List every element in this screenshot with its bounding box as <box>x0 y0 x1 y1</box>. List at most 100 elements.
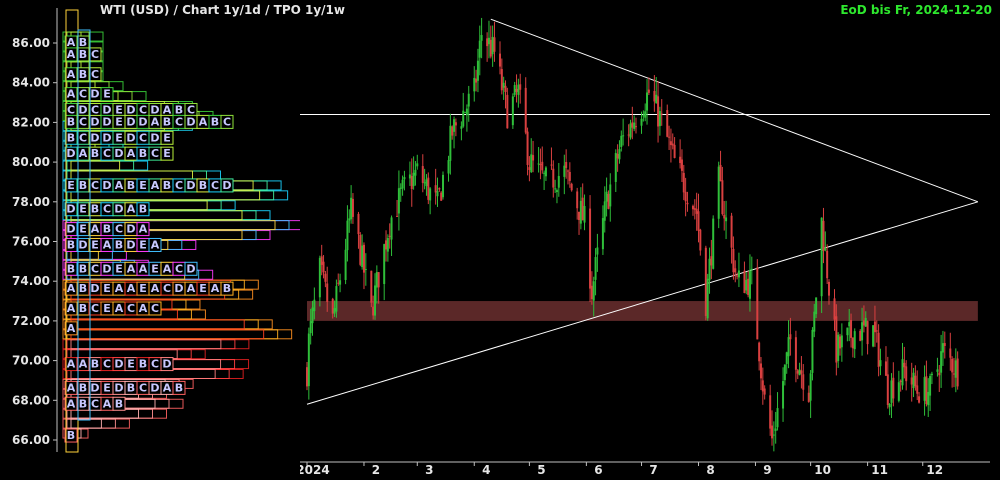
candle-body <box>642 115 645 117</box>
candle-body <box>833 298 836 320</box>
candle-body <box>318 257 321 298</box>
y-tick-label: 76.00 <box>12 235 50 249</box>
candle-body <box>361 245 364 268</box>
candle-body <box>956 358 959 387</box>
tpo-letter: E <box>139 179 147 192</box>
candle-body <box>555 190 558 192</box>
candle-body <box>772 434 775 436</box>
candle-body <box>513 85 516 95</box>
tpo-letter: A <box>79 358 88 371</box>
tpo-letter: C <box>91 262 99 275</box>
candle-body <box>655 94 658 104</box>
tpo-letter: E <box>103 282 111 295</box>
tpo-letter: C <box>151 302 159 315</box>
candle-body <box>622 135 625 137</box>
tpo-letter: C <box>115 223 123 236</box>
tpo-letter: E <box>103 381 111 394</box>
candle-body <box>679 156 682 163</box>
candle-body <box>605 191 608 202</box>
tpo-letter: B <box>139 147 147 160</box>
candle-body <box>616 153 619 159</box>
candle-body <box>861 322 864 341</box>
candle-body <box>826 250 829 279</box>
x-tick-label: 4 <box>482 463 490 477</box>
tpo-letter: C <box>151 147 159 160</box>
candle-body <box>396 215 399 217</box>
tpo-letter: D <box>150 381 159 394</box>
candle-body <box>837 334 840 361</box>
candle-body <box>783 364 786 381</box>
tpo-letter: D <box>114 203 123 216</box>
candle-body <box>375 272 378 288</box>
candle-body <box>601 218 604 250</box>
candle-body <box>557 176 560 188</box>
candle-body <box>653 90 656 102</box>
y-tick-label: 86.00 <box>12 36 50 50</box>
tpo-letter: B <box>79 36 87 49</box>
candle-body <box>453 119 456 132</box>
tpo-letter: B <box>223 282 231 295</box>
candle-body <box>846 327 849 336</box>
candle-body <box>480 35 483 41</box>
candle-body <box>377 272 380 288</box>
tpo-bar <box>62 329 293 340</box>
candle-body <box>438 188 441 190</box>
tpo-letter: B <box>79 68 87 81</box>
candle-body <box>706 278 709 319</box>
tpo-letter: D <box>186 179 195 192</box>
tpo-letter: A <box>163 381 172 394</box>
tpo-cell <box>88 47 102 62</box>
candle-body <box>578 211 581 221</box>
tpo-letter: A <box>127 147 136 160</box>
candle-body <box>822 220 825 251</box>
candle-body <box>938 372 941 376</box>
candle-body <box>618 149 621 160</box>
candle-body <box>862 320 865 326</box>
candle-body <box>351 198 354 217</box>
candle-body <box>840 335 843 348</box>
candle-body <box>620 135 623 147</box>
tpo-letter: A <box>163 103 172 116</box>
candle-body <box>647 89 650 93</box>
trendline-1 <box>490 18 979 203</box>
tpo-letter: E <box>127 358 135 371</box>
candle-body <box>750 268 753 270</box>
candle-body <box>372 306 375 316</box>
tpo-letter: B <box>91 203 99 216</box>
tpo-letter: C <box>127 302 135 315</box>
candle-body <box>350 197 353 220</box>
tpo-bar <box>62 319 273 330</box>
candle-body <box>800 370 803 374</box>
candle-body <box>940 351 943 373</box>
tpo-letter: E <box>79 223 87 236</box>
tpo-letter: C <box>91 302 99 315</box>
candle-body <box>451 126 454 136</box>
tpo-letter: E <box>163 147 171 160</box>
tpo-letter: A <box>67 397 76 410</box>
candle-body <box>583 205 586 223</box>
candle-body <box>929 376 932 396</box>
tpo-letter: D <box>90 131 99 144</box>
candle-body <box>737 270 740 278</box>
candle-body <box>658 111 661 127</box>
candle-body <box>370 270 373 303</box>
tpo-cell <box>64 321 78 336</box>
tpo-letter: B <box>79 397 87 410</box>
tpo-letter: A <box>115 179 124 192</box>
candle-body <box>309 321 312 334</box>
y-tick-label: 80.00 <box>12 155 50 169</box>
candle-body <box>627 134 630 136</box>
tpo-letter: B <box>175 103 183 116</box>
tpo-letter: A <box>91 223 100 236</box>
tpo-letter: A <box>163 262 172 275</box>
tpo-letter: E <box>151 262 159 275</box>
candle-body <box>423 182 426 184</box>
candle-body <box>594 257 597 280</box>
candle-body <box>348 218 351 221</box>
tpo-letter: C <box>91 103 99 116</box>
candle-body <box>725 217 728 222</box>
tpo-letter: A <box>151 115 160 128</box>
candle-body <box>802 374 805 390</box>
tpo-cell <box>184 261 198 276</box>
candle-body <box>930 373 933 376</box>
